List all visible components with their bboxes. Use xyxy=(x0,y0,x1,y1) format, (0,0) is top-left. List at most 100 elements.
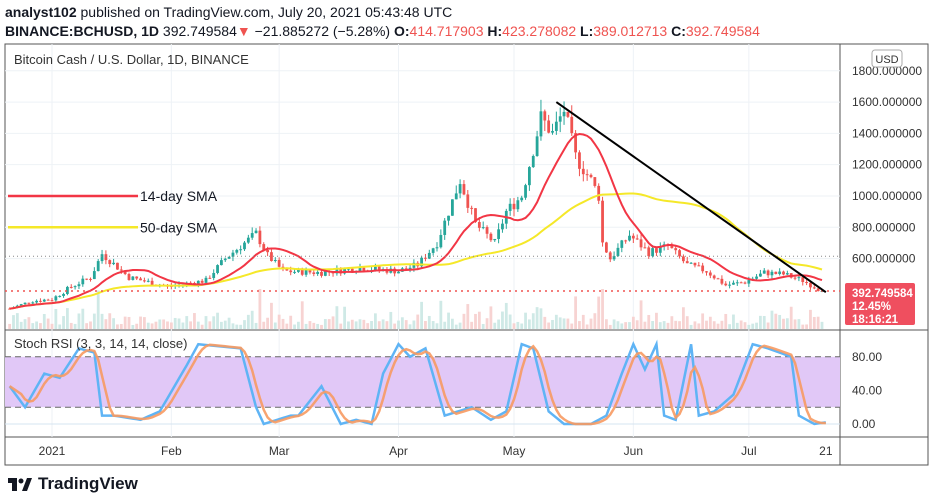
candle-body xyxy=(520,197,524,201)
volume-bar xyxy=(812,316,816,329)
candle-body xyxy=(208,277,212,279)
candle-body xyxy=(227,256,231,259)
tradingview-logo-icon xyxy=(8,478,32,491)
candle-body xyxy=(408,267,412,269)
volume-bar xyxy=(154,321,158,329)
volume-bar xyxy=(782,318,785,329)
volume-bar xyxy=(8,323,12,329)
candle-body xyxy=(323,271,327,276)
stoch-d-line xyxy=(8,343,826,426)
volume-bar xyxy=(208,321,212,329)
volume-bar xyxy=(574,296,577,329)
candle-body xyxy=(539,111,543,137)
volume-bar xyxy=(670,316,674,329)
candle-body xyxy=(39,300,42,302)
candle-body xyxy=(216,265,219,273)
volume-bar xyxy=(462,313,466,329)
volume-bar xyxy=(647,314,651,329)
candle-body xyxy=(112,262,115,265)
candle-body xyxy=(143,280,146,282)
candle-body xyxy=(816,288,820,292)
volume-bar xyxy=(366,323,370,329)
candle-body xyxy=(812,287,816,289)
volume-bar xyxy=(551,319,554,329)
candle-body xyxy=(285,268,289,271)
volume-bar xyxy=(204,316,208,329)
candle-body xyxy=(797,277,801,279)
volume-bar xyxy=(805,324,808,329)
candle-body xyxy=(304,270,308,275)
price-tick-label: 1400.000000 xyxy=(852,126,922,140)
volume-bar xyxy=(400,317,404,329)
candle-body xyxy=(397,271,400,274)
volume-bar xyxy=(566,318,570,329)
candle-body xyxy=(458,184,462,194)
candle-body xyxy=(639,239,643,248)
volume-bar xyxy=(801,324,805,329)
volume-bar xyxy=(277,314,281,329)
author[interactable]: analyst102 xyxy=(5,4,77,20)
volume-bar xyxy=(443,321,447,329)
volume-bar xyxy=(466,304,470,329)
volume-bar xyxy=(585,324,589,329)
candle-body xyxy=(23,302,27,305)
volume-bar xyxy=(759,315,762,329)
candle-body xyxy=(470,207,474,209)
volume-bar xyxy=(535,307,539,329)
countdown-label: 18:16:21 xyxy=(852,314,899,326)
volume-bar xyxy=(181,322,185,329)
candle-body xyxy=(85,278,89,280)
volume-bar xyxy=(19,321,23,329)
volume-bar xyxy=(520,323,524,329)
tradingview-logo[interactable]: TradingView xyxy=(8,474,138,494)
candle-body xyxy=(720,278,724,284)
volume-bar xyxy=(528,319,531,329)
volume-bar xyxy=(96,290,100,329)
candle-body xyxy=(528,167,531,186)
candle-body xyxy=(46,299,50,301)
volume-bar xyxy=(639,300,643,329)
candle-body xyxy=(96,261,100,272)
volume-bar xyxy=(547,322,551,329)
volume-bar xyxy=(408,324,412,329)
volume-bar xyxy=(451,318,454,329)
high-label: H: xyxy=(487,23,503,39)
candle-body xyxy=(658,246,662,253)
volume-bar xyxy=(335,306,339,329)
candle-body xyxy=(647,247,651,257)
candle-body xyxy=(250,233,254,238)
volume-bar xyxy=(397,320,400,329)
volume-bar xyxy=(578,321,581,329)
volume-bar xyxy=(223,320,227,329)
volume-bar xyxy=(81,308,85,329)
candle-body xyxy=(347,268,350,270)
currency-button[interactable] xyxy=(871,49,903,68)
candle-body xyxy=(616,247,620,257)
high-value: 423.278082 xyxy=(502,23,577,39)
symbol: BINANCE:BCHUSD, 1D xyxy=(5,23,160,39)
open-label: O: xyxy=(393,23,410,39)
candle-body xyxy=(766,270,770,276)
candle-body xyxy=(485,227,489,234)
candle-body xyxy=(489,233,493,241)
volume-bar xyxy=(262,321,266,329)
candle-body xyxy=(712,275,716,279)
low-value: 389.012713 xyxy=(593,23,668,39)
candle-body xyxy=(778,271,782,275)
volume-bar xyxy=(297,321,300,329)
candle-body xyxy=(474,208,477,223)
volume-bar xyxy=(143,317,146,329)
volume-bar xyxy=(447,312,450,329)
volume-bar xyxy=(816,316,820,329)
volume-bar xyxy=(220,321,223,329)
volume-bar xyxy=(416,314,420,329)
candle-body xyxy=(585,174,589,176)
volume-bar xyxy=(92,313,96,329)
candle-body xyxy=(635,238,639,240)
volume-bar xyxy=(235,324,239,329)
candle-body xyxy=(435,247,439,249)
candle-body xyxy=(146,280,150,282)
candle-body xyxy=(73,286,77,288)
close-label: C: xyxy=(671,23,686,39)
